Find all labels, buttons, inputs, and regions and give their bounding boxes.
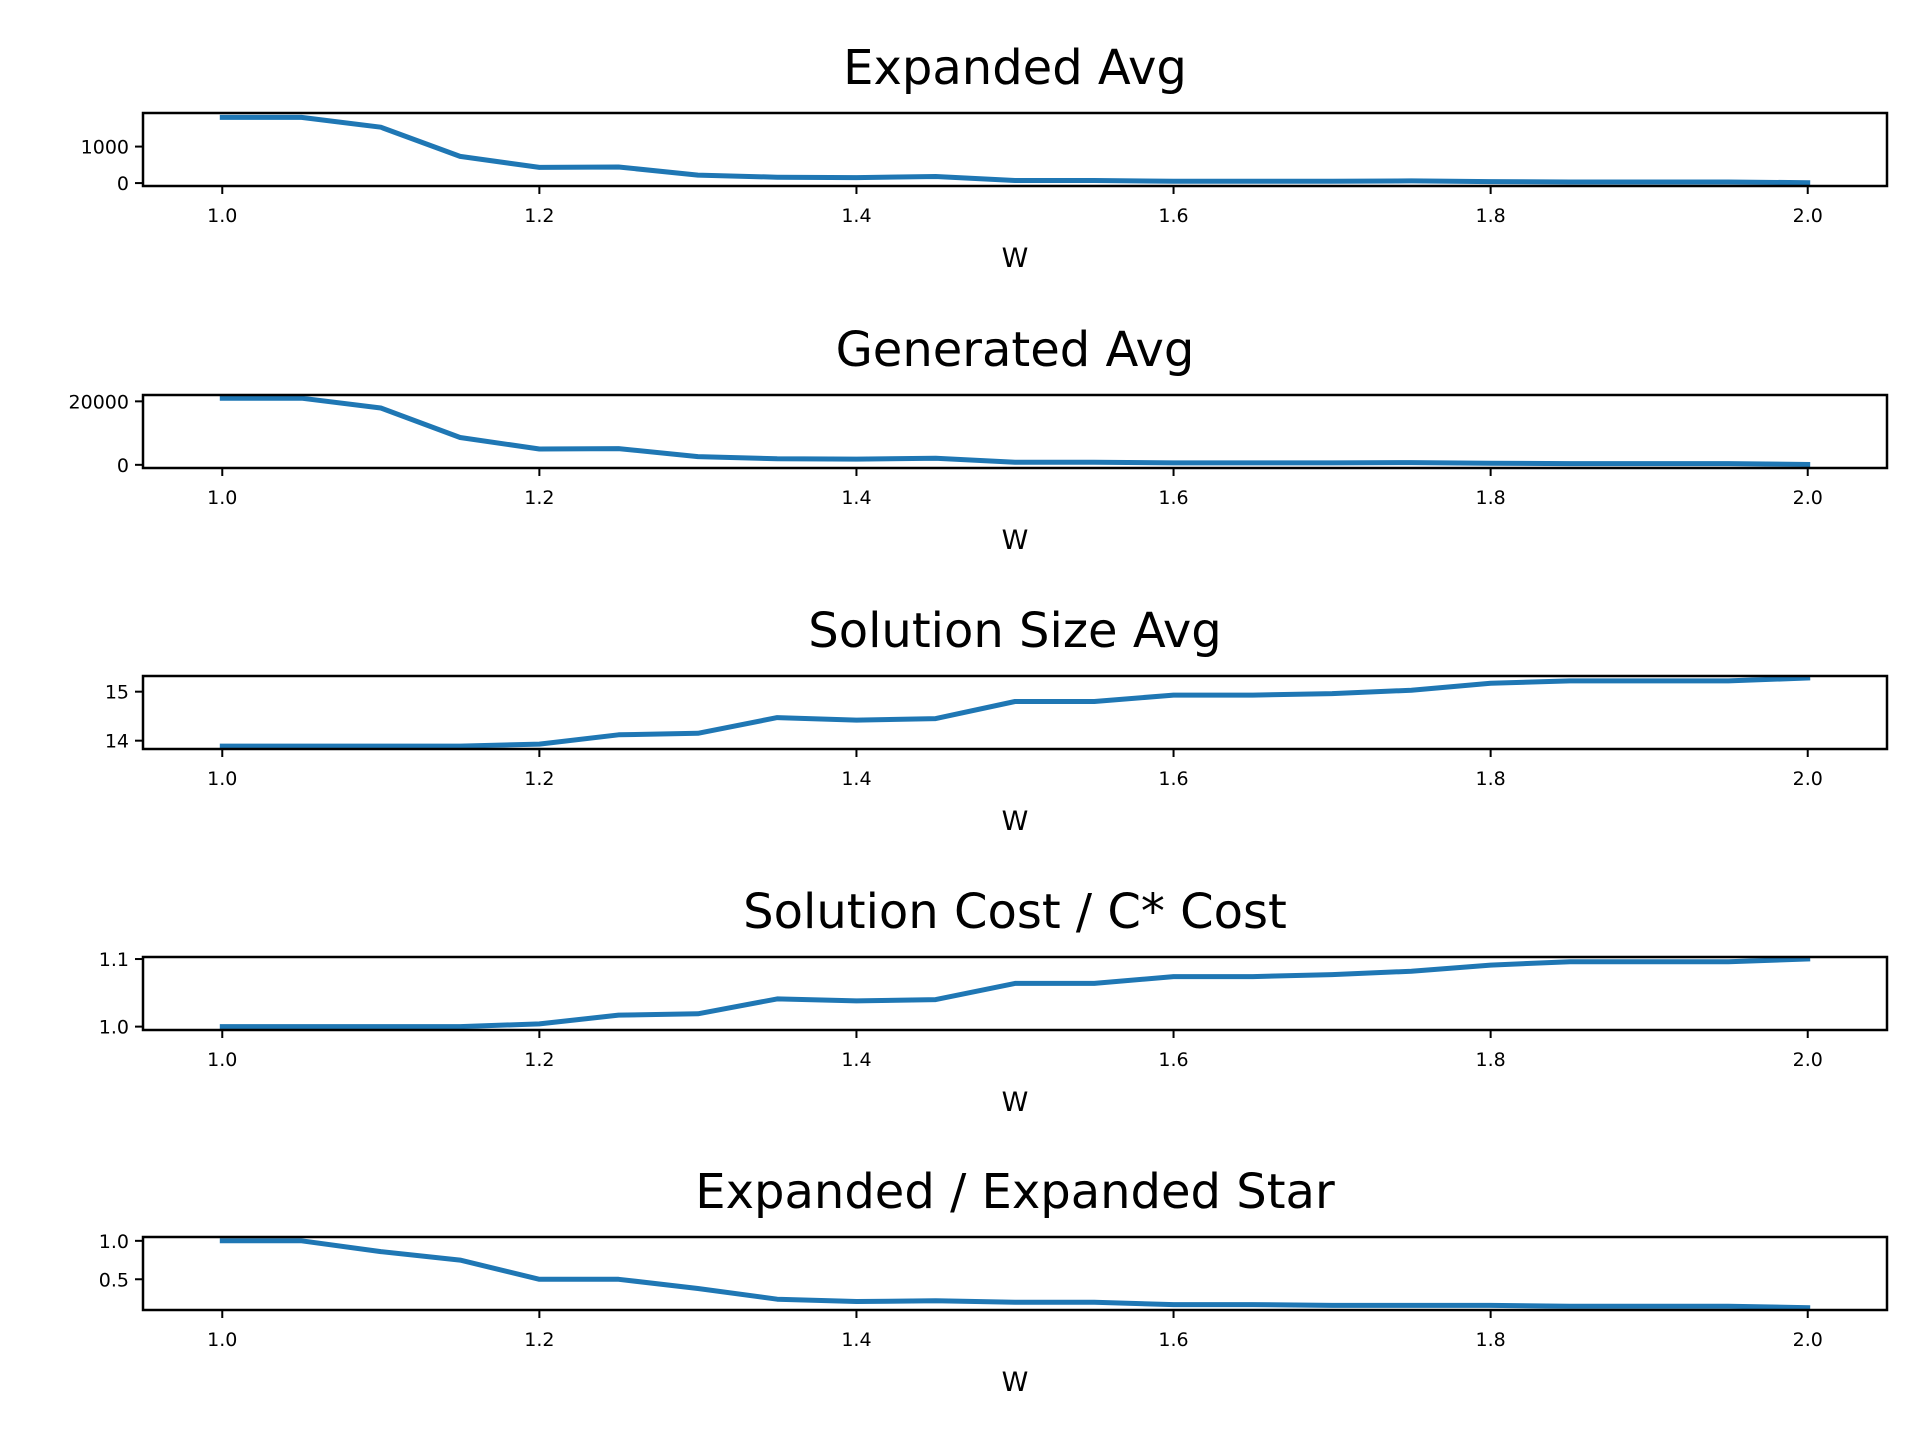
x-tick-label: 1.0 bbox=[207, 1329, 237, 1351]
chart-title: Solution Size Avg bbox=[808, 603, 1221, 659]
x-axis-label: W bbox=[1002, 806, 1029, 837]
x-tick-label: 1.2 bbox=[524, 1329, 554, 1351]
subplot-5: Expanded / Expanded Star 1.0 1.2 1.4 1.6 1.8 2… bbox=[99, 1164, 1889, 1398]
x-tick-label: 1.8 bbox=[1476, 487, 1506, 509]
series-line bbox=[219, 114, 1811, 186]
series-line bbox=[219, 1238, 1811, 1311]
x-tick-label: 1.4 bbox=[841, 487, 871, 509]
x-axis-label: W bbox=[1002, 1087, 1029, 1118]
x-tick-label: 1.8 bbox=[1476, 205, 1506, 227]
x-tick-label: 1.0 bbox=[207, 487, 237, 509]
y-tick-label: 0.5 bbox=[99, 1269, 129, 1291]
x-axis-label: W bbox=[1002, 525, 1029, 556]
x-tick-label: 1.8 bbox=[1476, 1329, 1506, 1351]
series-line bbox=[219, 675, 1811, 749]
y-tick-label: 20000 bbox=[69, 391, 129, 413]
chart-title: Expanded / Expanded Star bbox=[695, 1164, 1335, 1220]
x-tick-label: 2.0 bbox=[1793, 1049, 1823, 1071]
subplot-4: Solution Cost / C* Cost 1.0 1.2 1.4 1.6 1.8 2.… bbox=[99, 884, 1889, 1118]
y-tick-label: 1.0 bbox=[99, 1231, 129, 1253]
x-tick-label: 1.4 bbox=[841, 768, 871, 790]
x-tick-label: 1.4 bbox=[841, 1049, 871, 1071]
chart-title: Expanded Avg bbox=[843, 40, 1187, 96]
x-tick-label: 2.0 bbox=[1793, 205, 1823, 227]
x-tick-label: 1.2 bbox=[524, 205, 554, 227]
chart-title: Generated Avg bbox=[836, 322, 1195, 378]
y-tick-label: 1000 bbox=[81, 137, 129, 159]
x-tick-label: 1.6 bbox=[1158, 1049, 1188, 1071]
y-tick-label: 1.1 bbox=[99, 949, 129, 971]
plot-frame bbox=[141, 674, 1889, 751]
x-tick-label: 1.6 bbox=[1158, 1329, 1188, 1351]
y-tick-label: 0 bbox=[117, 173, 129, 195]
x-axis-label: W bbox=[1002, 1367, 1029, 1398]
y-tick-label: 15 bbox=[105, 682, 129, 704]
y-tick-label: 1.0 bbox=[99, 1017, 129, 1039]
x-tick-label: 1.2 bbox=[524, 768, 554, 790]
subplot-1: Expanded Avg 1.0 1.2 1.4 1.6 1.8 2.0 0 1000 W bbox=[81, 40, 1889, 274]
x-tick-label: 1.8 bbox=[1476, 768, 1506, 790]
plot-frame bbox=[141, 393, 1889, 470]
x-tick-label: 2.0 bbox=[1793, 487, 1823, 509]
x-tick-label: 1.4 bbox=[841, 205, 871, 227]
x-tick-label: 1.6 bbox=[1158, 205, 1188, 227]
plot-frame bbox=[141, 955, 1889, 1032]
subplot-3: Solution Size Avg 1.0 1.2 1.4 1.6 1.8 2.0 14 15 W bbox=[105, 603, 1889, 837]
x-tick-label: 1.2 bbox=[524, 1049, 554, 1071]
x-tick-label: 1.8 bbox=[1476, 1049, 1506, 1071]
series-line bbox=[219, 956, 1811, 1030]
x-tick-label: 1.0 bbox=[207, 205, 237, 227]
y-tick-label: 0 bbox=[117, 455, 129, 477]
x-tick-label: 1.6 bbox=[1158, 768, 1188, 790]
x-tick-label: 1.4 bbox=[841, 1329, 871, 1351]
plot-frame bbox=[141, 111, 1889, 188]
x-tick-label: 1.0 bbox=[207, 1049, 237, 1071]
x-tick-label: 1.0 bbox=[207, 768, 237, 790]
x-tick-label: 1.6 bbox=[1158, 487, 1188, 509]
subplot-2: Generated Avg 1.0 1.2 1.4 1.6 1.8 2.0 0 20000 W bbox=[69, 322, 1889, 556]
x-tick-label: 1.2 bbox=[524, 487, 554, 509]
x-tick-label: 2.0 bbox=[1793, 1329, 1823, 1351]
plot-frame bbox=[141, 1235, 1889, 1312]
x-tick-label: 2.0 bbox=[1793, 768, 1823, 790]
y-tick-label: 14 bbox=[105, 731, 129, 753]
x-axis-label: W bbox=[1002, 243, 1029, 274]
series-line bbox=[219, 395, 1811, 468]
chart-title: Solution Cost / C* Cost bbox=[743, 884, 1287, 940]
